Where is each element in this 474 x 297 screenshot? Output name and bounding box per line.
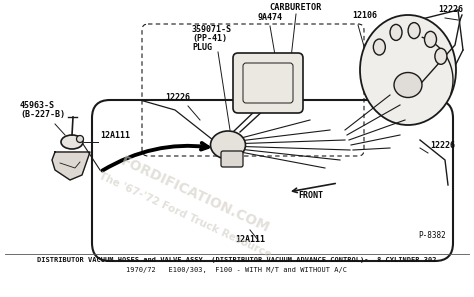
Text: DISTRIBUTOR VACUUM HOSES and VALVE ASSY. (DISTRIBUTOR VACUUM ADVANCE CONTROL)-  : DISTRIBUTOR VACUUM HOSES and VALVE ASSY.… bbox=[37, 257, 437, 263]
Text: 45963-S: 45963-S bbox=[20, 101, 55, 110]
Ellipse shape bbox=[360, 15, 456, 125]
Text: 12226: 12226 bbox=[438, 5, 463, 14]
Text: 12226: 12226 bbox=[165, 93, 190, 102]
Text: 12A111: 12A111 bbox=[235, 235, 265, 244]
Ellipse shape bbox=[408, 23, 420, 39]
Text: 359071-S: 359071-S bbox=[192, 25, 232, 34]
Ellipse shape bbox=[394, 72, 422, 97]
Text: PLUG: PLUG bbox=[192, 43, 212, 52]
Text: (B-227-B): (B-227-B) bbox=[20, 110, 65, 119]
Ellipse shape bbox=[435, 48, 447, 64]
Ellipse shape bbox=[61, 135, 83, 149]
Ellipse shape bbox=[425, 31, 437, 47]
Text: FRONT: FRONT bbox=[298, 191, 323, 200]
Text: The '67-'72 Ford Truck Resource: The '67-'72 Ford Truck Resource bbox=[97, 170, 273, 260]
Ellipse shape bbox=[374, 39, 385, 55]
Text: 1970/72   E100/303,  F100 - WITH M/T and WITHOUT A/C: 1970/72 E100/303, F100 - WITH M/T and WI… bbox=[127, 267, 347, 273]
Text: 9A474: 9A474 bbox=[258, 13, 283, 22]
Circle shape bbox=[76, 135, 83, 143]
Text: 12A111: 12A111 bbox=[100, 131, 130, 140]
Text: CARBURETOR: CARBURETOR bbox=[270, 3, 322, 12]
FancyBboxPatch shape bbox=[221, 151, 243, 167]
Text: P-8382: P-8382 bbox=[418, 231, 446, 240]
Text: FORDIFICATION.COM: FORDIFICATION.COM bbox=[118, 154, 272, 236]
Text: 12226: 12226 bbox=[430, 141, 455, 150]
Ellipse shape bbox=[390, 24, 402, 40]
Polygon shape bbox=[52, 152, 90, 180]
Text: (PP-41): (PP-41) bbox=[192, 34, 227, 43]
FancyBboxPatch shape bbox=[233, 53, 303, 113]
Text: 12106: 12106 bbox=[352, 11, 377, 20]
Ellipse shape bbox=[210, 131, 246, 159]
